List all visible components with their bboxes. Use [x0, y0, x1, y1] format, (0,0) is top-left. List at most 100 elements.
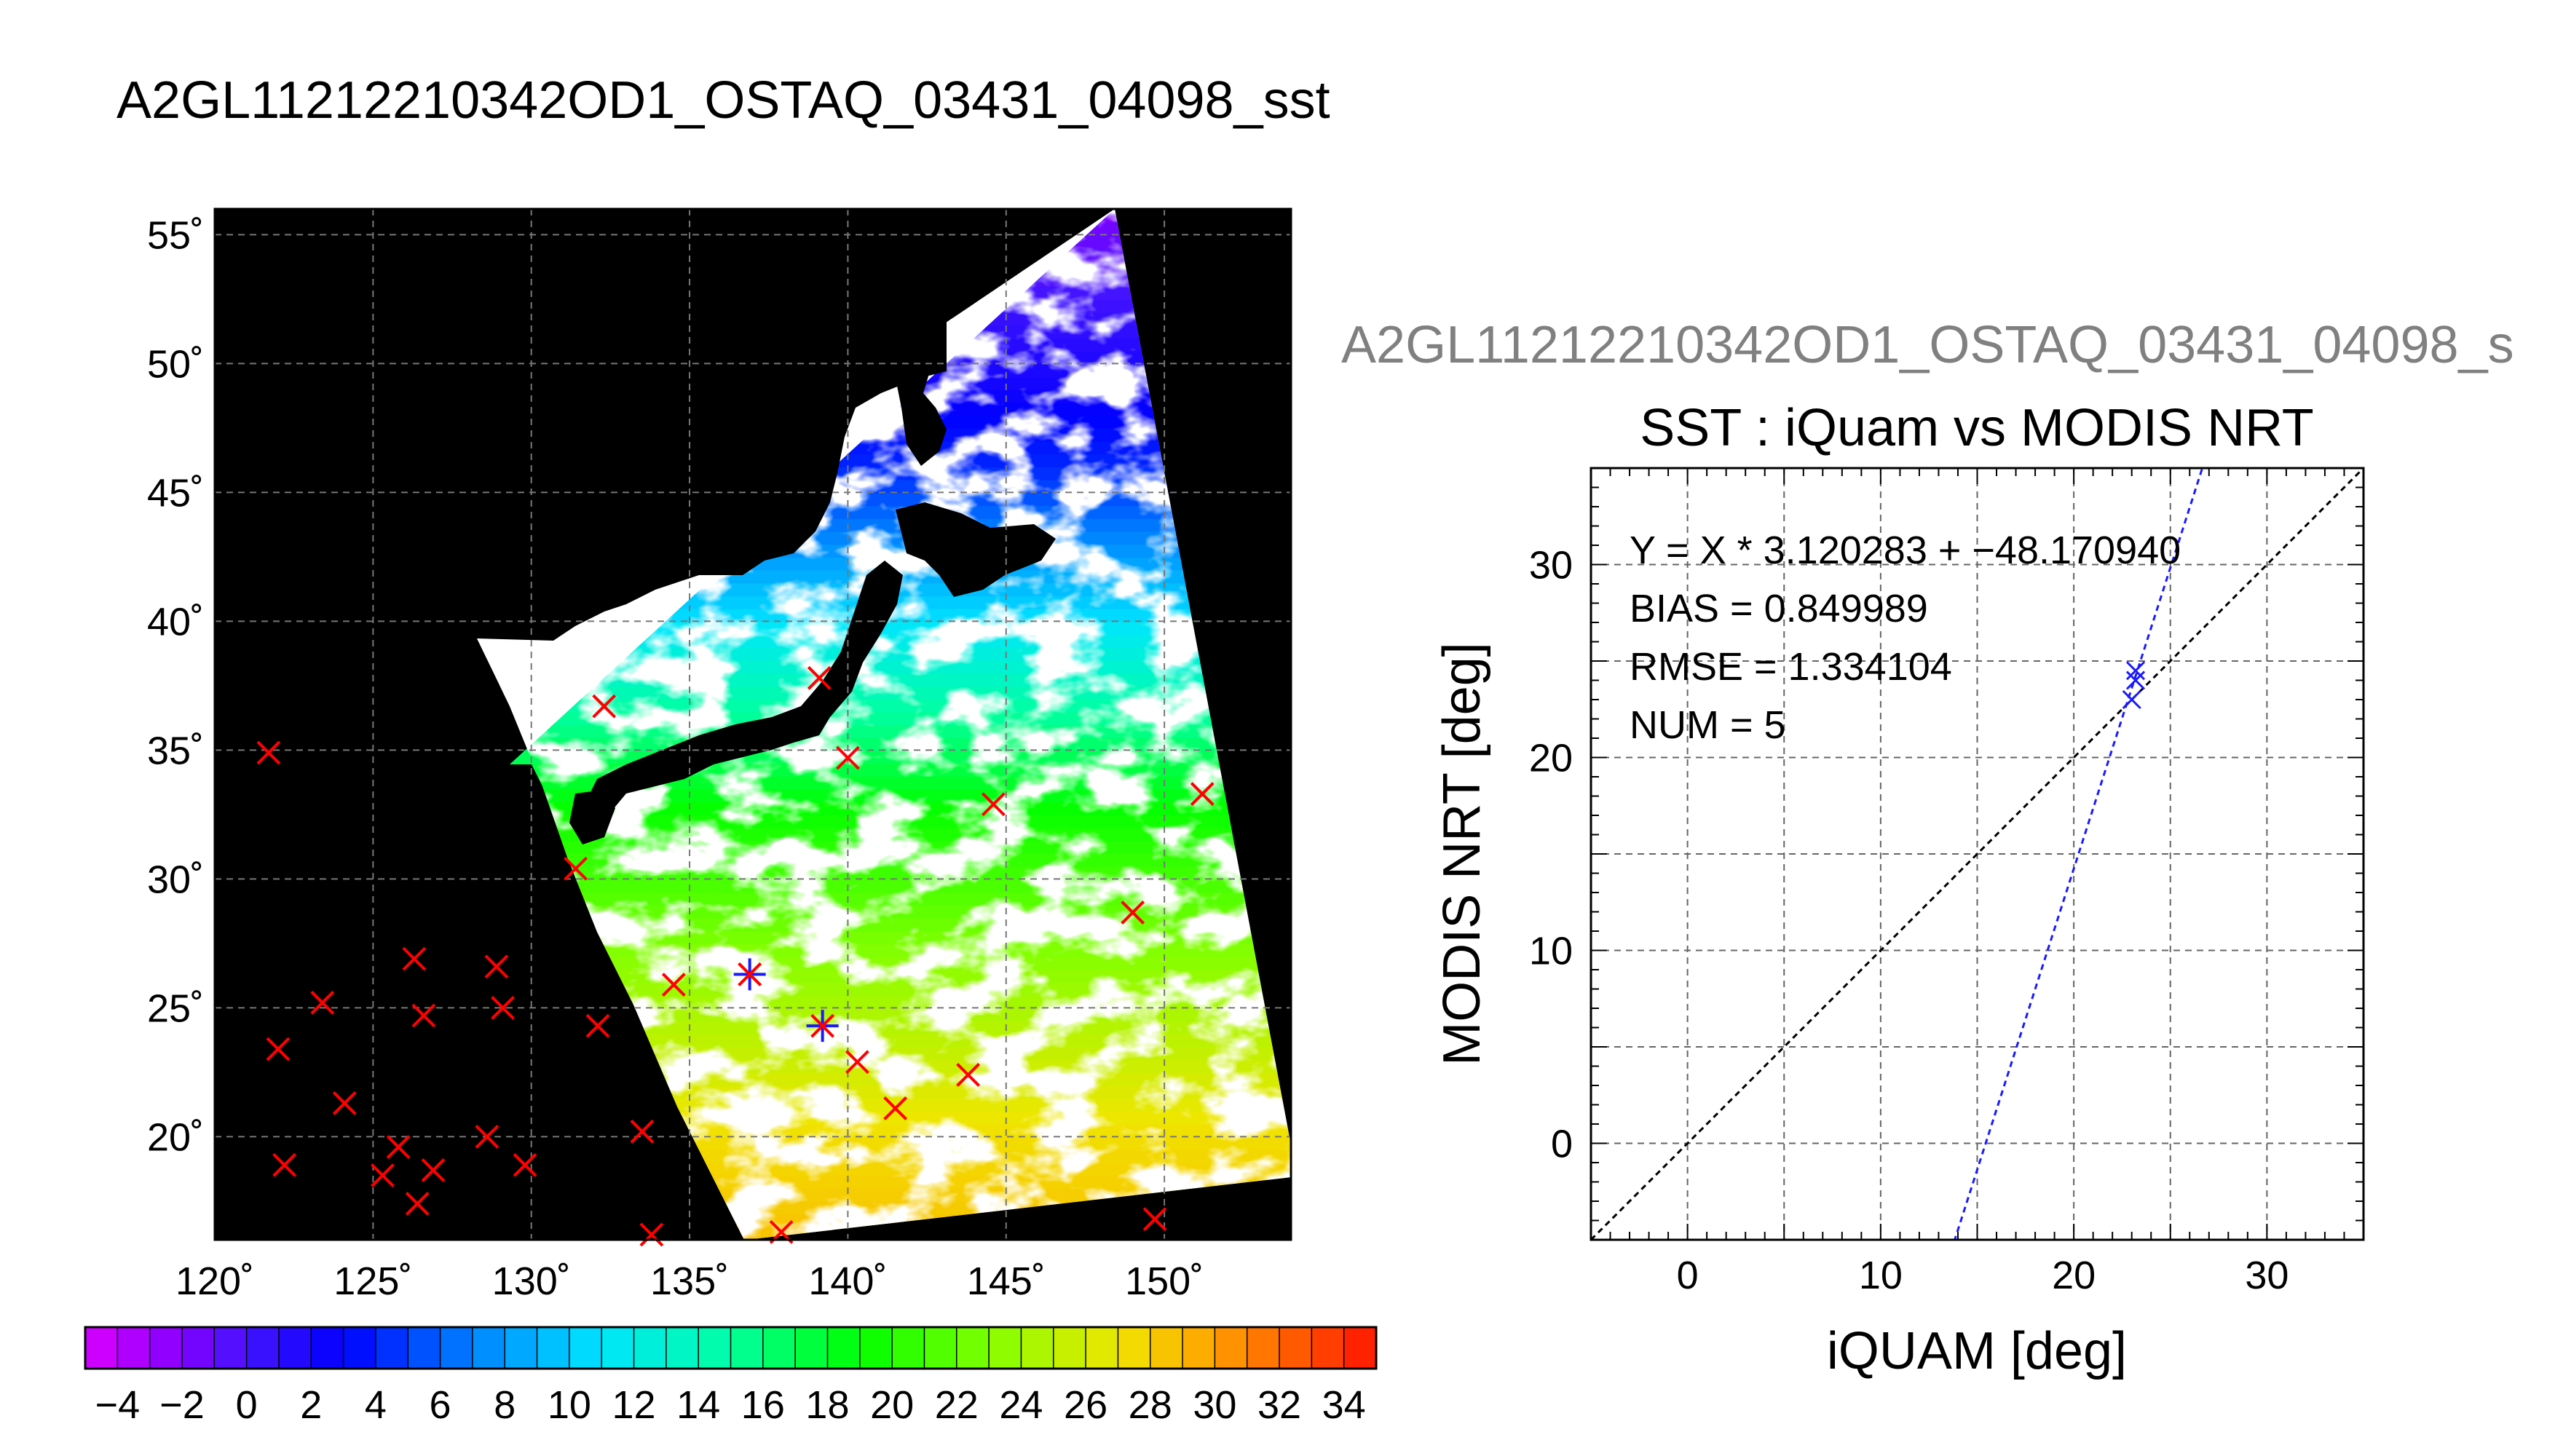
colorbar-segment: [1311, 1327, 1345, 1369]
colorbar-tick-label: 14: [676, 1383, 720, 1427]
colorbar-segment: [1215, 1327, 1248, 1369]
colorbar-segment: [892, 1327, 925, 1369]
scatter-xlabel: iQUAM [deg]: [1827, 1322, 2127, 1380]
scatter-panel: A2GL11212210342OD1_OSTAQ_03431_04098_s S…: [1341, 316, 2514, 1380]
iquam-marker: [386, 1135, 411, 1159]
colorbar-segment: [117, 1327, 151, 1369]
colorbar-tick-label: 22: [935, 1383, 979, 1427]
colorbar-tick-label: 32: [1257, 1383, 1301, 1427]
colorbar-segment: [989, 1327, 1022, 1369]
map-lat-tick-labels: 20˚ 25˚ 30˚ 35˚ 40˚ 45˚ 50˚ 55˚: [147, 213, 204, 1159]
colorbar-segment: [85, 1327, 118, 1369]
scatter-point: [2122, 689, 2141, 710]
lat-tick-label: 35˚: [147, 729, 204, 772]
lon-tick-label: 145˚: [967, 1259, 1046, 1303]
colorbar-tick-label: 10: [548, 1383, 591, 1427]
scatter-title: SST : iQuam vs MODIS NRT: [1640, 399, 2314, 457]
scatter-x-tick-labels: 0 10 20 30: [1677, 1254, 2289, 1297]
colorbar-segment: [730, 1327, 764, 1369]
scatter-ylabel: MODIS NRT [deg]: [1433, 642, 1491, 1066]
iquam-marker: [405, 1192, 430, 1216]
colorbar-segment: [1279, 1327, 1312, 1369]
iquam-marker: [411, 1003, 436, 1028]
scatter-y-tick-labels: 0 10 20 30: [1529, 544, 1573, 1166]
lat-tick-label: 25˚: [147, 986, 204, 1030]
colorbar-tick-labels: −4 −2 0 2 4 6 8 10 12 14 16 18 20 22 24 26 28 30 32 34: [95, 1383, 1366, 1427]
lon-tick-label: 125˚: [333, 1259, 412, 1303]
iquam-marker: [475, 1124, 499, 1149]
map-lon-tick-labels: 120˚ 125˚ 130˚ 135˚ 140˚ 145˚ 150˚: [175, 1259, 1204, 1303]
colorbar-tick-label: 26: [1064, 1383, 1107, 1427]
iquam-marker: [256, 740, 281, 765]
iquam-marker: [585, 1013, 610, 1038]
colorbar-segment: [698, 1327, 731, 1369]
scatter-suptitle: A2GL11212210342OD1_OSTAQ_03431_04098_s: [1341, 316, 2514, 374]
iquam-marker: [661, 973, 686, 997]
colorbar-segment: [278, 1327, 312, 1369]
map-frame: [213, 207, 1292, 1241]
iquam-marker: [807, 665, 832, 690]
scatter-points: [2122, 661, 2146, 710]
colorbar-segment: [246, 1327, 280, 1369]
colorbar-segment: [956, 1327, 990, 1369]
colorbar-segment: [311, 1327, 344, 1369]
colorbar-segment: [1053, 1327, 1086, 1369]
colorbar-tick-label: 8: [494, 1383, 516, 1427]
y-tick-label: 20: [1529, 737, 1573, 780]
x-tick-label: 0: [1677, 1254, 1699, 1297]
lat-tick-label: 50˚: [147, 342, 204, 386]
iquam-marker: [738, 962, 762, 986]
stats-line: RMSE = 1.334104: [1630, 645, 1952, 689]
colorbar-segment: [408, 1327, 441, 1369]
colorbar-segment: [343, 1327, 376, 1369]
colorbar-tick-label: 16: [741, 1383, 785, 1427]
lat-tick-label: 55˚: [147, 213, 204, 257]
colorbar-segment: [666, 1327, 699, 1369]
colorbar-tick-label: 0: [236, 1383, 258, 1427]
figure-title: A2GL11212210342OD1_OSTAQ_03431_04098_sst: [117, 71, 1330, 130]
colorbar-tick-label: 4: [365, 1383, 387, 1427]
lat-tick-label: 20˚: [147, 1115, 204, 1159]
colorbar-tick-label: 6: [430, 1383, 451, 1427]
x-tick-label: 10: [1859, 1254, 1903, 1297]
colorbar-segment: [537, 1327, 570, 1369]
colorbar-segment: [924, 1327, 957, 1369]
x-tick-label: 30: [2245, 1254, 2289, 1297]
iquam-marker: [564, 856, 588, 881]
colorbar-segment: [440, 1327, 473, 1369]
iquam-marker: [1142, 1207, 1167, 1232]
x-tick-label: 20: [2052, 1254, 2096, 1297]
iquam-marker: [1190, 782, 1215, 806]
iquam-marker: [883, 1096, 908, 1120]
lon-tick-label: 140˚: [808, 1259, 887, 1303]
iquam-marker: [484, 954, 509, 979]
iquam-marker: [272, 1152, 297, 1177]
colorbar-tick-label: 20: [870, 1383, 914, 1427]
map-panel: 120˚ 125˚ 130˚ 135˚ 140˚ 145˚ 150˚ 20˚ 25˚ 30˚ 35…: [147, 207, 1292, 1303]
iquam-marker: [491, 995, 515, 1020]
colorbar-segment: [569, 1327, 602, 1369]
colorbar-tick-label: −2: [159, 1383, 205, 1427]
iquam-marker: [956, 1063, 981, 1087]
colorbar-segment: [762, 1327, 796, 1369]
iquam-marker: [1121, 901, 1145, 925]
stats-line: NUM = 5: [1630, 703, 1786, 747]
land-masses: [215, 209, 1056, 844]
colorbar-segment: [1086, 1327, 1118, 1369]
one-to-one-line: [1591, 468, 2364, 1240]
scatter-ticks: [1591, 468, 2364, 1240]
iquam-marker: [513, 1152, 537, 1177]
cloud-cover: [477, 209, 1291, 1240]
colorbar-segment: [505, 1327, 538, 1369]
regression-line: [1954, 468, 2204, 1240]
iquam-marker: [266, 1037, 291, 1061]
iquam-marker: [402, 946, 427, 971]
colorbar-segment: [827, 1327, 861, 1369]
iquam-marker: [981, 792, 1006, 817]
colorbar-segment: [795, 1327, 828, 1369]
iquam-marker: [639, 1222, 664, 1247]
stats-line: Y = X * 3.120283 + −48.170940: [1630, 529, 2181, 572]
colorbar: [84, 1326, 1378, 1370]
colorbar-tick-label: 24: [999, 1383, 1043, 1427]
colorbar-segment: [859, 1327, 893, 1369]
